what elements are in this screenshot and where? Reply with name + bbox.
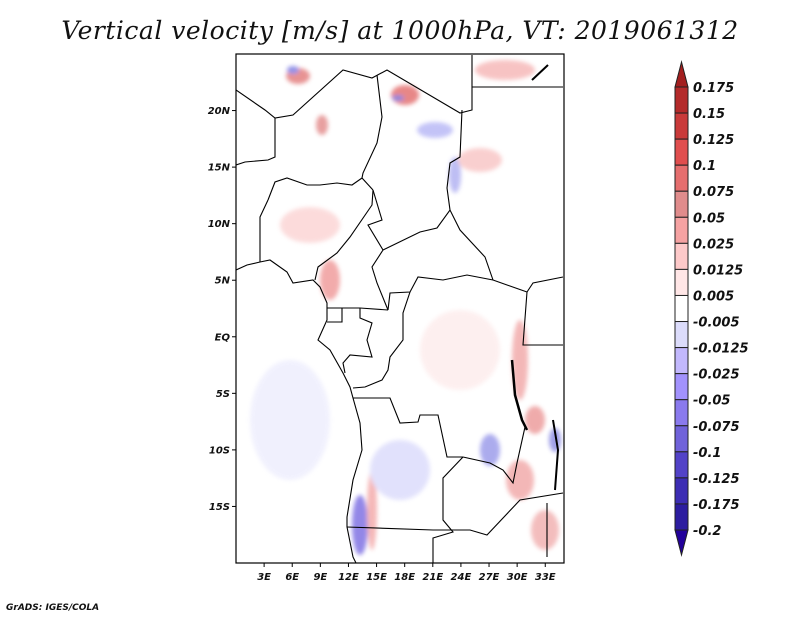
chart-title: Vertical velocity [m/s] at 1000hPa, VT: … [61,16,739,45]
lon-tick-label: 30E [507,572,528,583]
lat-tick-label: 15S [209,502,230,513]
colorbar-label: -0.005 [693,316,740,331]
colorbar-swatch [674,321,689,349]
colorbar-label: 0.125 [693,133,734,148]
lat-tick-label: 5S [216,389,230,400]
lon-tick-label: 9E [313,572,327,583]
lon-tick-label: 12E [338,572,359,583]
colorbar-swatch [674,164,689,192]
colorbar: 0.175 0.15 0.125 0.1 0.075 0.05 0.025 0.0125 0.0… [674,60,749,557]
colorbar-swatch [674,86,689,114]
lon-tick-label: 21E [422,572,443,583]
lat-tick-label: 5N [215,276,231,287]
lon-tick-label: 27E [479,572,500,583]
lon-tick-label: 15E [366,572,387,583]
colorbar-swatch [674,216,689,244]
colorbar-label: 0.1 [693,159,716,174]
colorbar-label: 0.05 [693,211,725,226]
colorbar-swatch [674,477,689,505]
colorbar-swatch [674,503,689,531]
latitude-axis: 20N 15N 10N 5N EQ 5S 10S 15S [208,106,236,513]
colorbar-swatch [674,190,689,218]
colorbar-swatch [674,112,689,140]
lon-tick-label: 33E [535,572,556,583]
colorbar-swatch [674,268,689,296]
lon-tick-label: 18E [394,572,415,583]
lat-tick-label: 20N [208,106,231,117]
lon-tick-label: 24E [451,572,472,583]
colorbar-label: -0.175 [693,498,740,513]
colorbar-label: 0.025 [693,237,734,252]
colorbar-label: -0.2 [693,524,721,539]
grads-credit: GrADS: IGES/COLA [6,603,100,613]
colorbar-label: -0.1 [693,446,721,461]
colorbar-label: 0.075 [693,185,734,200]
colorbar-label: 0.175 [693,81,734,96]
colorbar-swatch [674,138,689,166]
colorbar-label: -0.05 [693,394,730,409]
colorbar-label: 0.0125 [693,263,743,278]
colorbar-bottom-arrow [674,529,689,557]
colorbar-label: -0.025 [693,368,740,383]
lat-tick-label: 15N [208,163,231,174]
colorbar-swatch [674,425,689,453]
lat-tick-label: 10N [208,219,231,230]
lon-tick-label: 3E [257,572,271,583]
colorbar-top-arrow [674,60,689,88]
shading-field [250,60,561,555]
map-frame [235,53,565,564]
colorbar-swatch [674,451,689,479]
country-borders [236,55,564,563]
lat-tick-label: 10S [209,445,230,456]
colorbar-label: 0.15 [693,107,725,122]
colorbar-label: -0.0125 [693,342,749,357]
colorbar-label: -0.075 [693,420,740,435]
lat-tick-label: EQ [215,332,231,343]
colorbar-swatch [674,294,689,323]
colorbar-swatch [674,347,689,375]
colorbar-swatch [674,373,689,401]
lon-tick-label: 6E [285,572,299,583]
colorbar-swatch [674,399,689,427]
colorbar-label: 0.005 [693,289,734,304]
longitude-axis: 3E 6E 9E 12E 15E 18E 21E 24E 27E 30E 33E [257,563,556,583]
colorbar-swatch [674,242,689,270]
colorbar-label: -0.125 [693,472,740,487]
